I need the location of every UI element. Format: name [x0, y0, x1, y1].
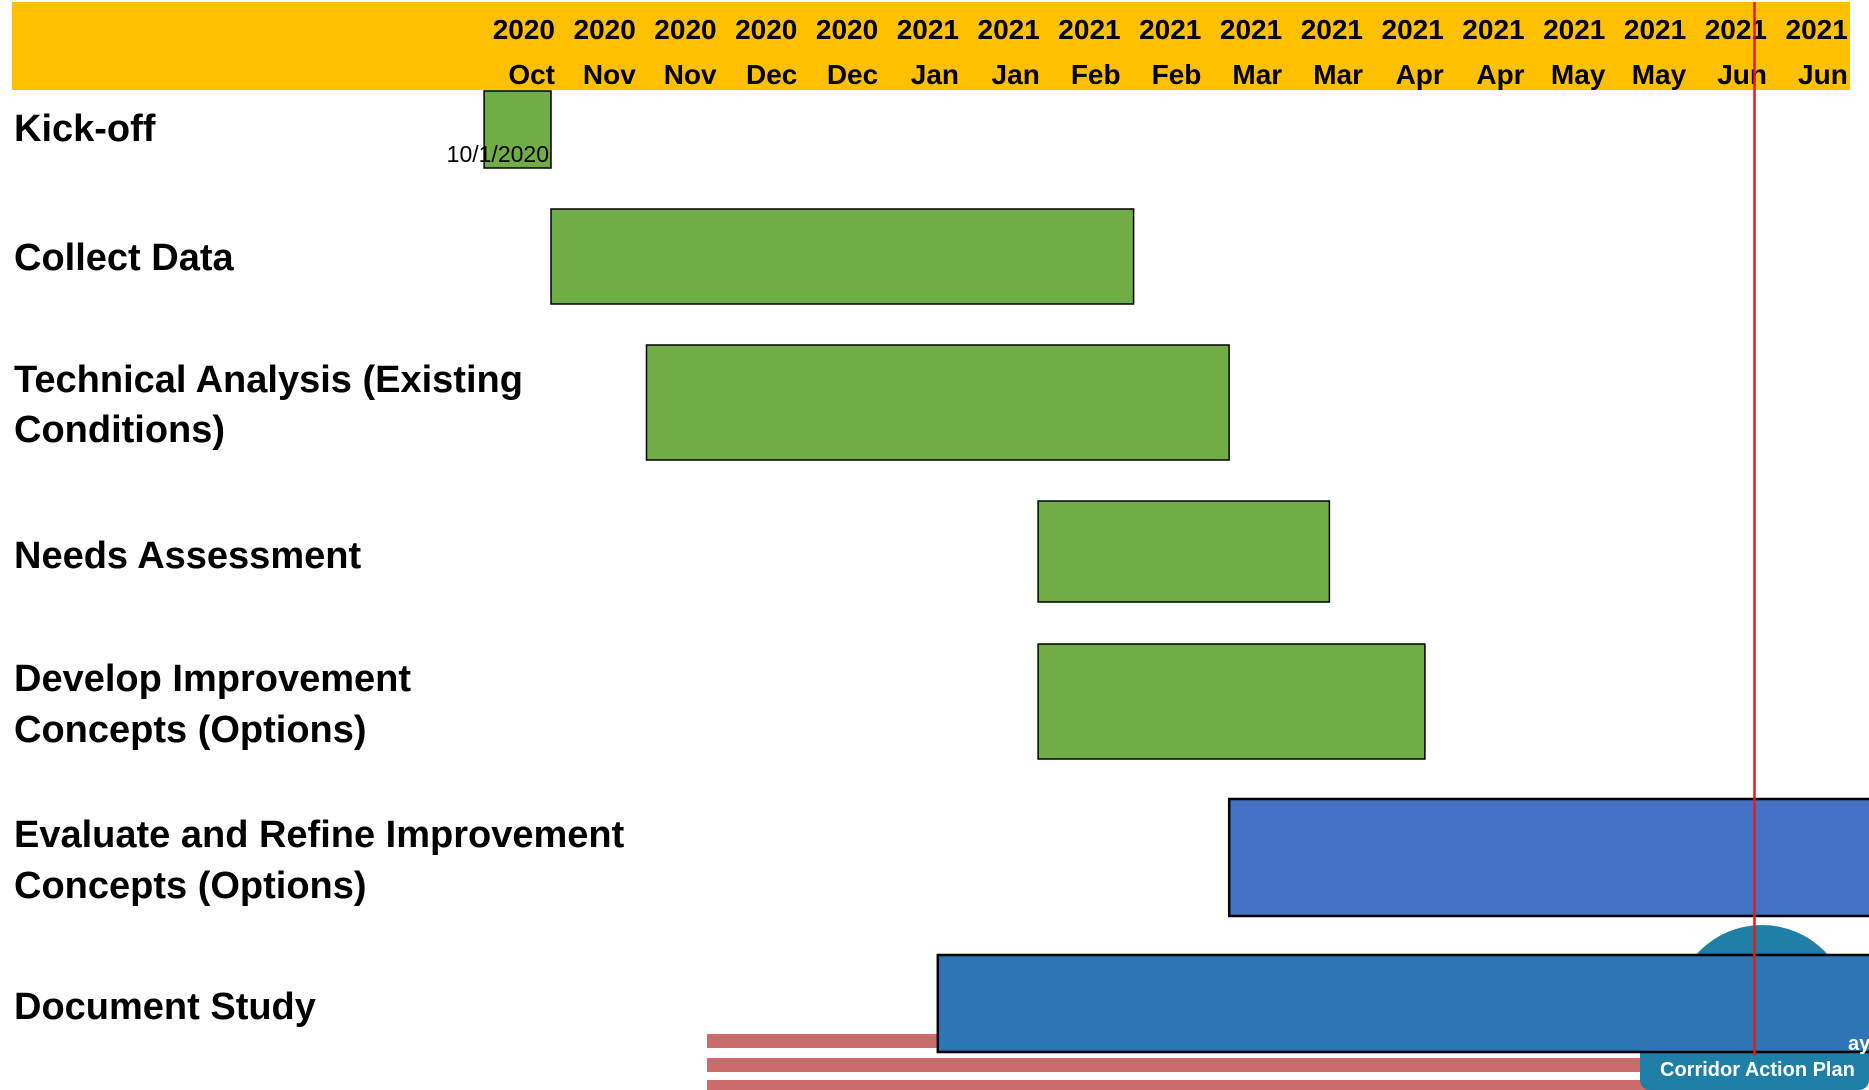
task-label: Conditions) — [14, 409, 225, 451]
tick-month: Mar — [1313, 59, 1363, 90]
task-label: Technical Analysis (Existing — [14, 359, 523, 401]
tick-year: 2021 — [897, 14, 959, 45]
tick-year: 2020 — [816, 14, 878, 45]
tick-year: 2021 — [1624, 14, 1686, 45]
tick-month: Apr — [1476, 59, 1524, 90]
task-bar — [1227, 797, 1869, 918]
task-label: Evaluate and Refine Improvement — [14, 814, 625, 856]
tick-year: 2020 — [493, 14, 555, 45]
tick-month: May — [1632, 59, 1687, 90]
task-bar — [483, 90, 552, 169]
tick-month: Jan — [992, 59, 1040, 90]
tick-year: 2020 — [574, 14, 636, 45]
tick-month: Apr — [1396, 59, 1444, 90]
tick-year: 2021 — [1786, 14, 1848, 45]
task-bar-label: 10/1/2020 — [447, 141, 549, 167]
task-labels: Kick-off Collect Data Technical Analysis (… — [14, 108, 625, 1028]
tick-month: Jun — [1717, 59, 1767, 90]
tick-year: 2021 — [1058, 14, 1120, 45]
tick-year: 2021 — [1462, 14, 1524, 45]
tick-month: Jun — [1798, 59, 1848, 90]
tick-month: Dec — [827, 59, 878, 90]
tick-month: Jan — [911, 59, 959, 90]
task-bar — [1037, 500, 1331, 603]
tick-month: Feb — [1152, 59, 1202, 90]
task-bar — [936, 953, 1869, 1054]
timeline-header-band — [12, 2, 1850, 90]
tick-year: 2021 — [1301, 14, 1363, 45]
task-bar — [645, 344, 1230, 461]
task-label: Needs Assessment — [14, 535, 361, 577]
tick-year: 2021 — [1139, 14, 1201, 45]
tick-month: Nov — [583, 59, 636, 90]
tick-year: 2021 — [1543, 14, 1605, 45]
corridor-action-plan-logo: ay Corridor Action Plan — [1660, 1033, 1869, 1081]
tick-year: 2021 — [1220, 14, 1282, 45]
task-label: Collect Data — [14, 237, 234, 279]
task-bars: 10/1/2020 — [447, 90, 1869, 1054]
tick-month: May — [1551, 59, 1606, 90]
task-bar — [1037, 643, 1426, 760]
tick-month: Feb — [1071, 59, 1121, 90]
task-label: Develop Improvement — [14, 658, 411, 700]
tick-year: 2021 — [978, 14, 1040, 45]
task-label: Concepts (Options) — [14, 709, 367, 751]
tick-year: 2020 — [654, 14, 716, 45]
decor-stripe-2 — [707, 1058, 1857, 1072]
timeline-ticks: 2020 Oct 2020 Nov 2020 Nov 2020 Dec 2020 Dec 2021 J… — [493, 14, 1848, 90]
task-bar — [550, 208, 1135, 305]
logo-partial-text: ay — [1848, 1033, 1869, 1055]
tick-year: 2021 — [1705, 14, 1767, 45]
tick-year: 2020 — [735, 14, 797, 45]
decor-stripe-3 — [707, 1080, 1857, 1090]
tick-year: 2021 — [1382, 14, 1444, 45]
tick-month: Nov — [664, 59, 717, 90]
task-label: Concepts (Options) — [14, 865, 367, 907]
task-label: Document Study — [14, 986, 316, 1028]
tick-month: Dec — [746, 59, 797, 90]
logo-text: Corridor Action Plan — [1660, 1059, 1855, 1081]
tick-month: Mar — [1232, 59, 1282, 90]
tick-month: Oct — [508, 59, 555, 90]
task-label: Kick-off — [14, 108, 156, 150]
